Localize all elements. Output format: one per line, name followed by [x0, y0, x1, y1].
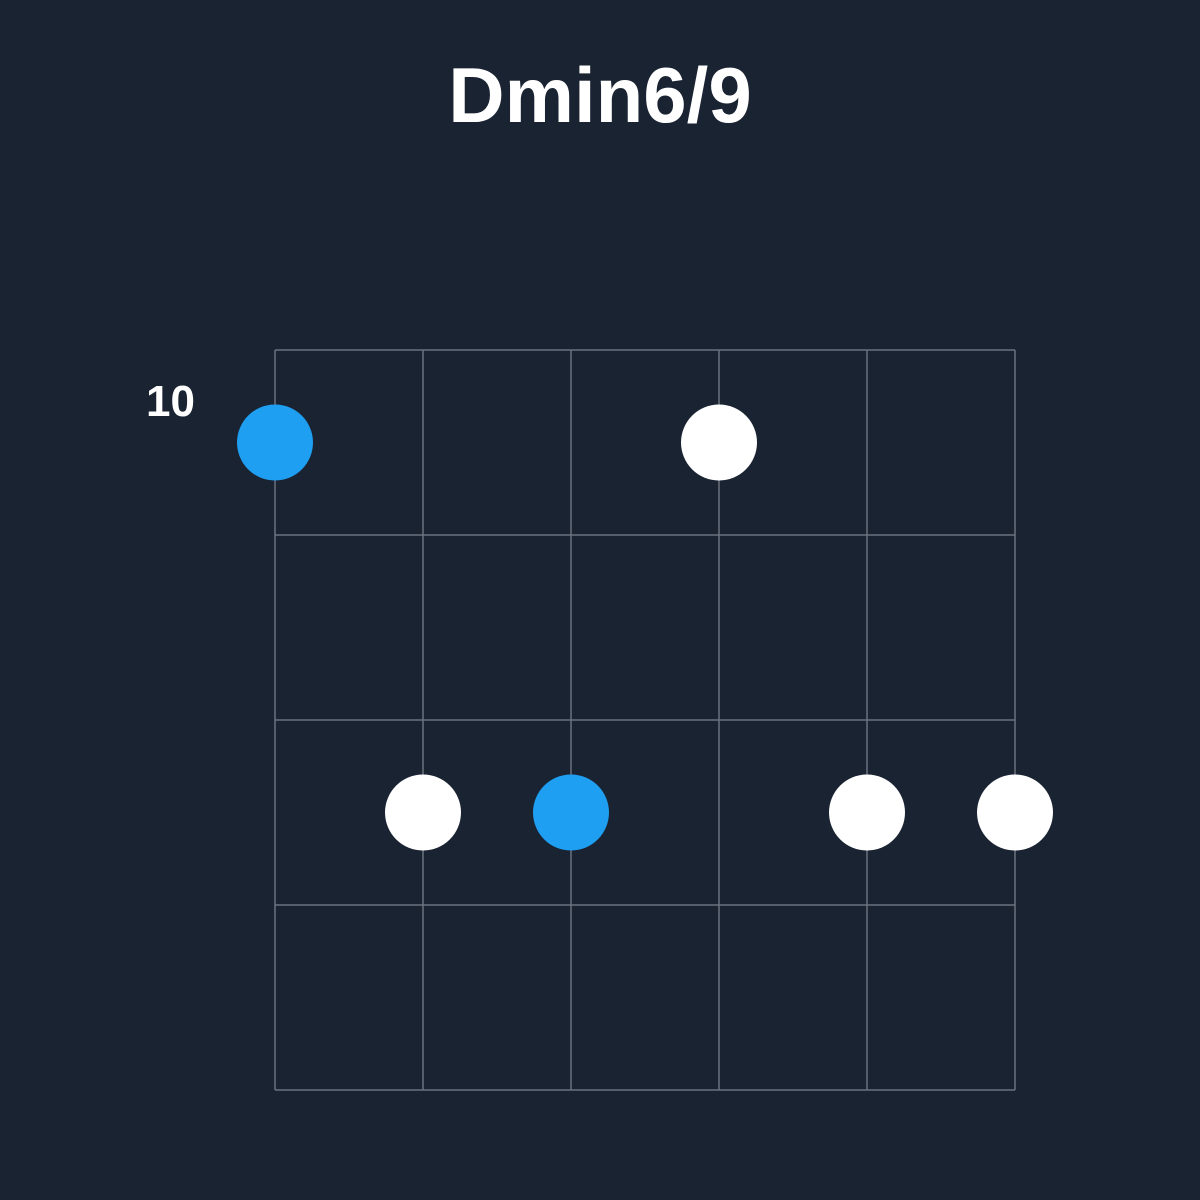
starting-fret-label: 10 [125, 377, 195, 427]
chord-diagram [235, 310, 1055, 1130]
note-dot [829, 775, 905, 851]
note-dot [385, 775, 461, 851]
note-dot [681, 405, 757, 481]
root-note-dot [237, 405, 313, 481]
note-dot [977, 775, 1053, 851]
chord-title: Dmin6/9 [448, 50, 751, 141]
root-note-dot [533, 775, 609, 851]
